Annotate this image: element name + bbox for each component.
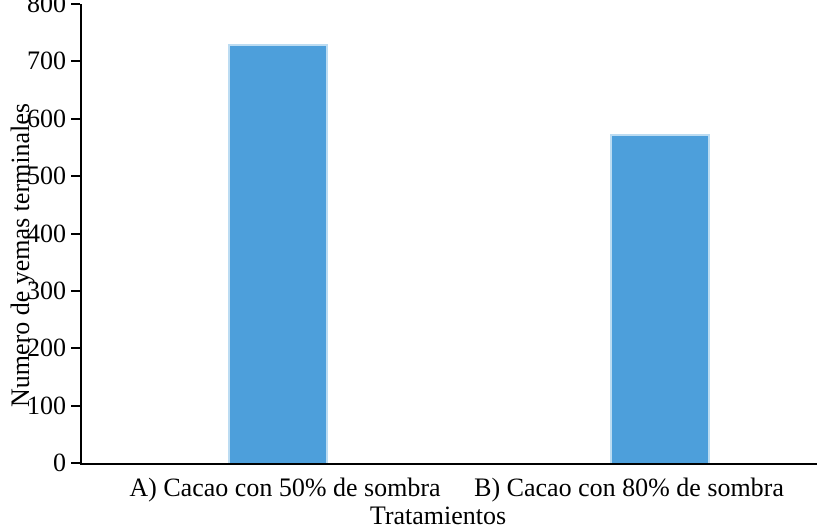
x-axis-title: Tratamientos [369,501,507,530]
y-tick-label: 600 [27,103,66,133]
y-tick-label: 300 [27,275,66,305]
y-tick-label: 800 [27,0,66,18]
x-category-label-2: B) Cacao con 80% de sombra [474,473,784,502]
x-category-label-1: A) Cacao con 50% de sombra [129,473,441,502]
bar-1 [228,44,328,463]
plot-area [80,4,817,465]
y-tick-mark [71,404,80,407]
y-tick-label: 700 [27,46,66,76]
y-tick-mark [71,60,80,63]
y-tick-label: 100 [27,390,66,420]
y-tick-label: 200 [27,333,66,363]
y-tick-mark [71,462,80,464]
y-tick-mark [71,3,80,5]
y-tick-mark [71,117,80,120]
bar-2 [610,134,710,463]
y-tick-label: 400 [27,218,66,248]
y-tick-label: 500 [27,161,66,191]
y-tick-mark [71,232,80,235]
y-tick-mark [71,289,80,292]
y-tick-label: 0 [53,448,66,477]
y-tick-mark [71,175,80,178]
y-tick-mark [71,347,80,350]
